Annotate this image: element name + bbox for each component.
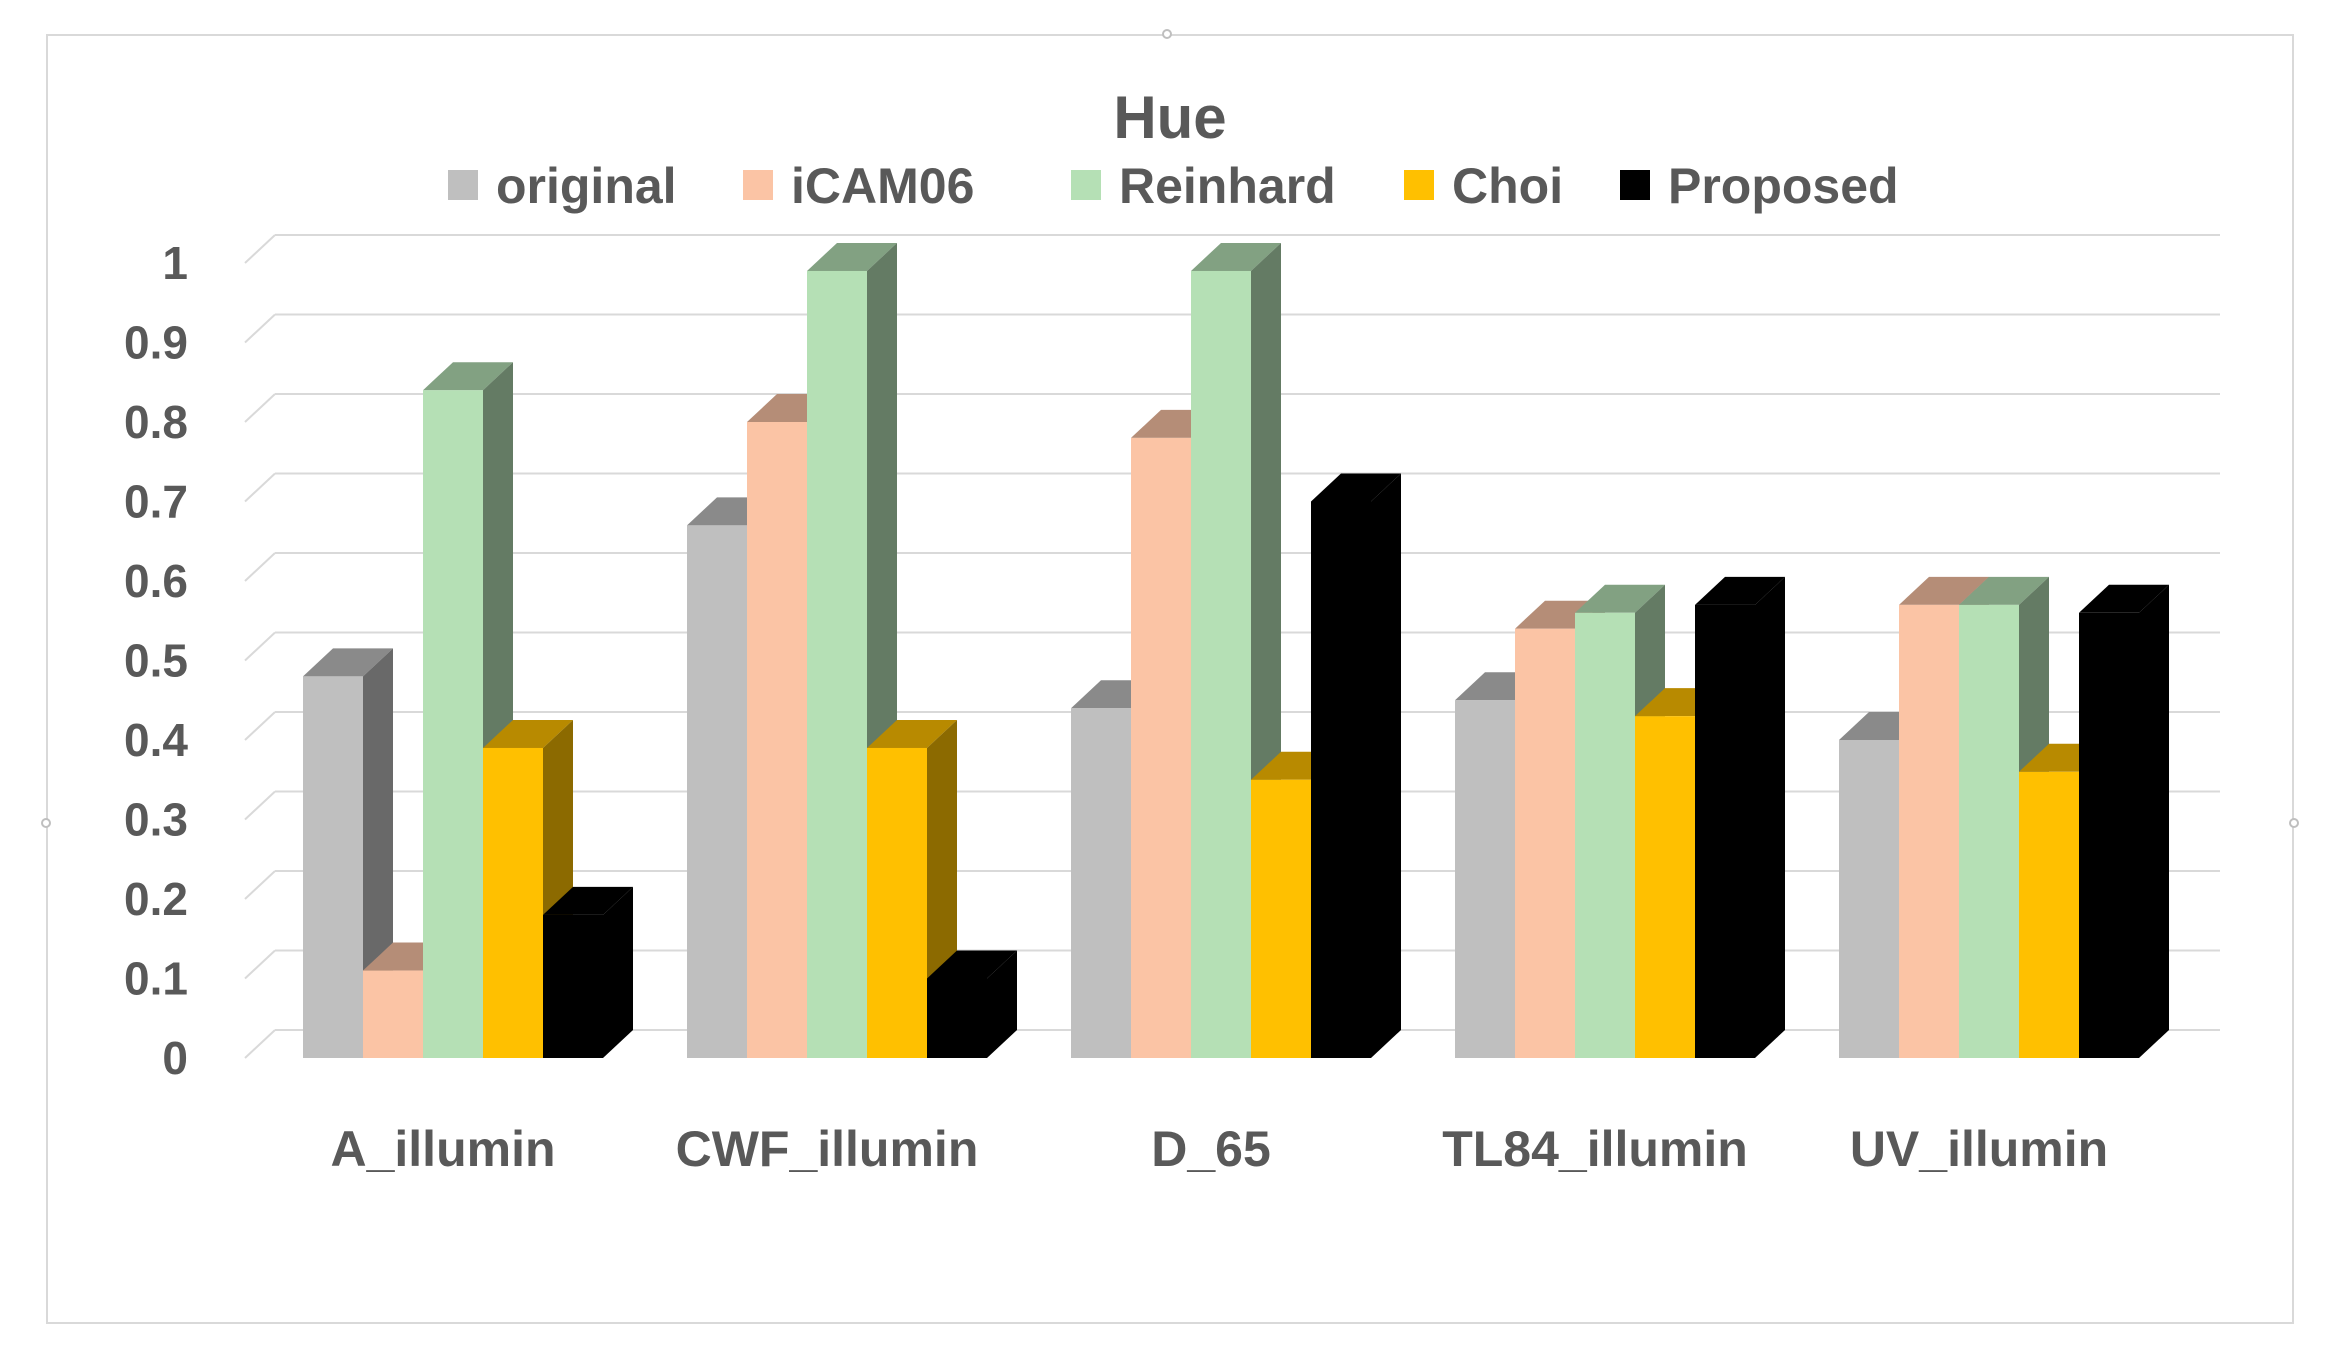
bar-side	[1755, 576, 1785, 1058]
bar-front	[807, 270, 867, 1058]
legend-item: Reinhard	[1071, 158, 1336, 214]
resize-handle-top[interactable]	[1162, 29, 1172, 39]
bar-front	[1131, 437, 1191, 1058]
bar-front	[423, 390, 483, 1058]
legend-item: iCAM06	[743, 158, 974, 214]
gridline-diagonal	[244, 711, 276, 741]
gridline-diagonal	[244, 631, 276, 662]
resize-handle-left[interactable]	[41, 818, 51, 828]
legend-item: Proposed	[1620, 158, 1899, 214]
bar-side	[987, 950, 1017, 1058]
bar-front	[543, 914, 603, 1058]
y-tick-label: 0.2	[124, 873, 188, 925]
legend-swatch	[1620, 170, 1650, 200]
x-category-label: CWF_illumin	[676, 1121, 979, 1177]
y-tick-label: 0	[162, 1032, 188, 1084]
bar-front	[1191, 270, 1251, 1058]
x-category-label: D_65	[1151, 1121, 1271, 1177]
gridline-diagonal	[244, 870, 276, 900]
legend-swatch	[1071, 170, 1101, 200]
x-category-label: UV_illumin	[1850, 1121, 2108, 1177]
bar-front	[1455, 700, 1515, 1058]
y-tick-label: 0.7	[124, 476, 188, 528]
x-category-label: TL84_illumin	[1442, 1121, 1748, 1177]
bar	[1311, 473, 1401, 1058]
bar	[867, 719, 957, 1058]
y-tick-label: 0.9	[124, 317, 188, 369]
gridline-diagonal	[244, 552, 276, 582]
y-tick-label: 1	[162, 237, 188, 289]
bar-front	[1899, 604, 1959, 1058]
y-tick-label: 0.1	[124, 953, 188, 1005]
y-tick-label: 0.8	[124, 396, 188, 448]
legend: original iCAM06 Reinhard Choi Proposed	[448, 158, 1899, 214]
bars	[303, 242, 2169, 1059]
legend-item: original	[448, 158, 677, 214]
bar-front	[1515, 628, 1575, 1058]
bar-top	[807, 242, 897, 271]
bar-side	[1371, 473, 1401, 1058]
bar	[2079, 584, 2169, 1058]
bar-front	[1575, 612, 1635, 1058]
gridline-diagonal	[244, 393, 276, 423]
bar-front	[1071, 708, 1131, 1058]
legend-label: Choi	[1452, 158, 1563, 214]
bar-front	[1311, 501, 1371, 1058]
bar-front	[927, 978, 987, 1058]
bar-front	[1959, 604, 2019, 1058]
bar-front	[1251, 779, 1311, 1058]
bar	[543, 886, 633, 1058]
legend-swatch	[1404, 170, 1434, 200]
legend-label: original	[496, 158, 677, 214]
legend-label: iCAM06	[791, 158, 974, 214]
legend-swatch	[448, 170, 478, 200]
y-tick-label: 0.5	[124, 635, 188, 687]
y-tick-label: 0.3	[124, 794, 188, 846]
y-axis: 0 0.1 0.2 0.3 0.4 0.5 0.6 0.7 0.8 0.9 1	[124, 237, 188, 1084]
gridline-diagonal	[244, 949, 276, 980]
bar-front	[2019, 771, 2079, 1058]
bar-front	[363, 970, 423, 1058]
y-tick-label: 0.6	[124, 555, 188, 607]
bar-front	[867, 747, 927, 1058]
gridline-diagonal	[244, 313, 276, 344]
bar-front	[1635, 716, 1695, 1058]
x-axis: A_illumin CWF_illumin D_65 TL84_illumin UV_i…	[330, 1121, 2108, 1177]
bar	[1695, 576, 1785, 1058]
gridline-diagonal	[244, 472, 276, 503]
gridline-diagonal	[244, 790, 276, 821]
legend-label: Proposed	[1668, 158, 1899, 214]
bar-front	[2079, 612, 2139, 1058]
y-tick-label: 0.4	[124, 714, 188, 766]
x-category-label: A_illumin	[330, 1121, 555, 1177]
gridline-diagonal	[244, 234, 276, 264]
chart-title: Hue	[1113, 84, 1226, 151]
bar-front	[687, 525, 747, 1058]
legend-swatch	[743, 170, 773, 200]
bar-front	[1695, 604, 1755, 1058]
bar-side	[2139, 584, 2169, 1058]
bar-side	[603, 886, 633, 1058]
legend-label: Reinhard	[1119, 158, 1336, 214]
bar-front	[303, 676, 363, 1058]
legend-item: Choi	[1404, 158, 1563, 214]
bar-front	[1839, 740, 1899, 1058]
resize-handle-right[interactable]	[2289, 818, 2299, 828]
gridline-diagonal	[244, 1029, 276, 1059]
bar	[927, 950, 1017, 1058]
bar-front	[483, 747, 543, 1058]
bar-front	[747, 422, 807, 1058]
bar-top	[1191, 242, 1281, 271]
